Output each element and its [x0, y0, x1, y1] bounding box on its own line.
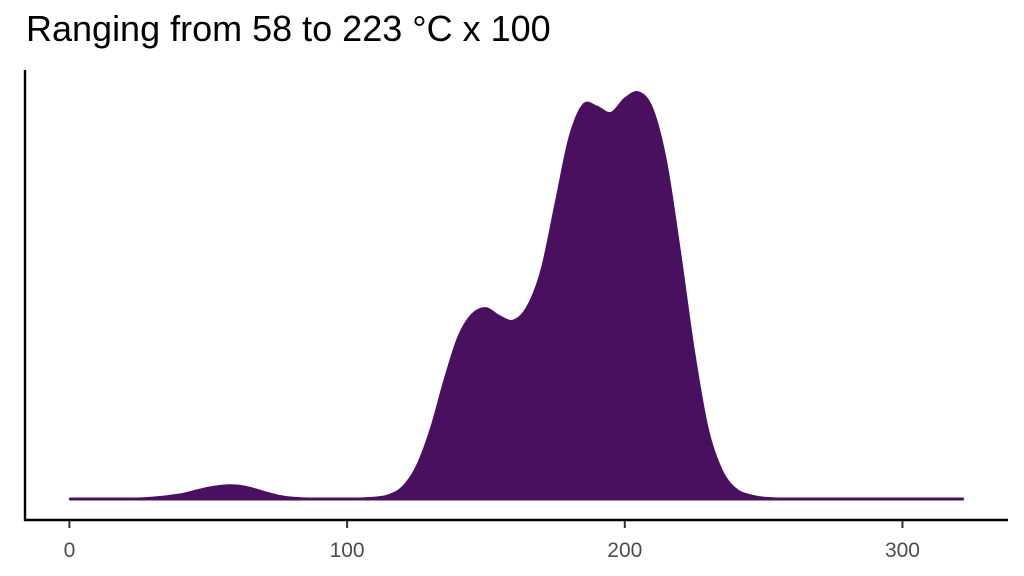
- density-area: [68, 90, 965, 500]
- x-axis-ticks: 0 100 200 300: [64, 521, 920, 562]
- x-tick-label: 100: [330, 539, 365, 562]
- x-tick-label: 300: [885, 539, 920, 562]
- chart-title: Ranging from 58 to 223 °C x 100: [26, 8, 551, 49]
- x-tick-label: 200: [607, 539, 642, 562]
- density-area-layer: [68, 90, 965, 501]
- x-tick-label: 0: [64, 539, 76, 562]
